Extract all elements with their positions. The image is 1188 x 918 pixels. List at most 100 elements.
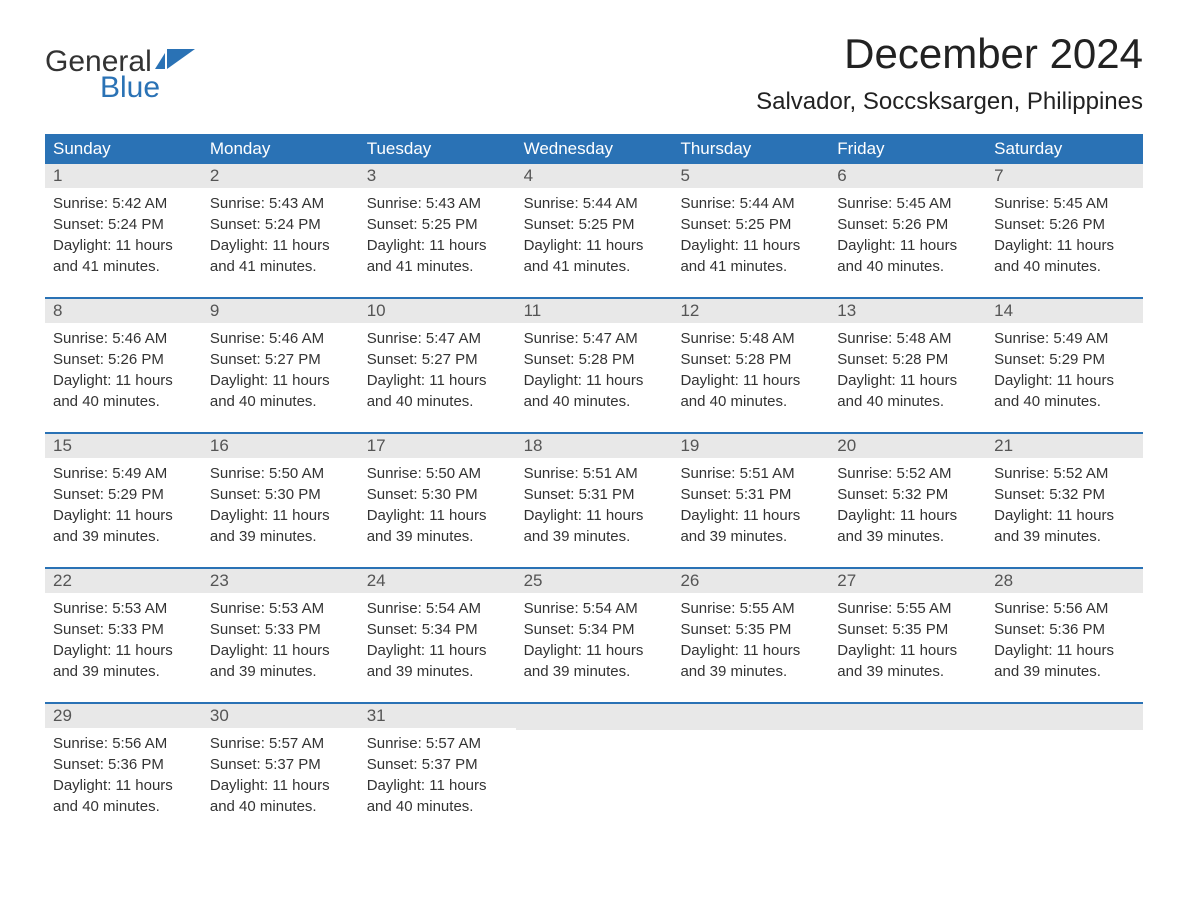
day-cell: 24Sunrise: 5:54 AMSunset: 5:34 PMDayligh… [359, 569, 516, 702]
sunrise-text: Sunrise: 5:55 AM [837, 598, 978, 619]
day-cell: 3Sunrise: 5:43 AMSunset: 5:25 PMDaylight… [359, 164, 516, 297]
day-content: Sunrise: 5:54 AMSunset: 5:34 PMDaylight:… [516, 593, 673, 682]
sunset-text: Sunset: 5:29 PM [53, 484, 194, 505]
day-number: 24 [359, 569, 516, 593]
sunset-text: Sunset: 5:33 PM [210, 619, 351, 640]
day-header-tuesday: Tuesday [359, 134, 516, 164]
sunrise-text: Sunrise: 5:45 AM [837, 193, 978, 214]
day-header-monday: Monday [202, 134, 359, 164]
day-cell: 7Sunrise: 5:45 AMSunset: 5:26 PMDaylight… [986, 164, 1143, 297]
daylight-text: Daylight: 11 hours and 40 minutes. [210, 370, 351, 412]
daylight-text: Daylight: 11 hours and 39 minutes. [994, 640, 1135, 682]
day-cell: 9Sunrise: 5:46 AMSunset: 5:27 PMDaylight… [202, 299, 359, 432]
sunrise-text: Sunrise: 5:46 AM [53, 328, 194, 349]
daylight-text: Daylight: 11 hours and 41 minutes. [367, 235, 508, 277]
day-number: 14 [986, 299, 1143, 323]
day-content: Sunrise: 5:48 AMSunset: 5:28 PMDaylight:… [829, 323, 986, 412]
day-content: Sunrise: 5:53 AMSunset: 5:33 PMDaylight:… [202, 593, 359, 682]
day-content: Sunrise: 5:46 AMSunset: 5:27 PMDaylight:… [202, 323, 359, 412]
day-cell: 10Sunrise: 5:47 AMSunset: 5:27 PMDayligh… [359, 299, 516, 432]
day-content: Sunrise: 5:57 AMSunset: 5:37 PMDaylight:… [202, 728, 359, 817]
daylight-text: Daylight: 11 hours and 39 minutes. [680, 640, 821, 682]
day-number: 3 [359, 164, 516, 188]
day-number: 30 [202, 704, 359, 728]
day-number: 5 [672, 164, 829, 188]
day-number: 16 [202, 434, 359, 458]
week-row: 22Sunrise: 5:53 AMSunset: 5:33 PMDayligh… [45, 567, 1143, 702]
day-number: 2 [202, 164, 359, 188]
location-subtitle: Salvador, Soccsksargen, Philippines [756, 88, 1143, 116]
day-number: 4 [516, 164, 673, 188]
day-cell: 19Sunrise: 5:51 AMSunset: 5:31 PMDayligh… [672, 434, 829, 567]
sunset-text: Sunset: 5:28 PM [524, 349, 665, 370]
daylight-text: Daylight: 11 hours and 39 minutes. [524, 640, 665, 682]
day-number: 27 [829, 569, 986, 593]
sunset-text: Sunset: 5:33 PM [53, 619, 194, 640]
day-cell: 15Sunrise: 5:49 AMSunset: 5:29 PMDayligh… [45, 434, 202, 567]
sunrise-text: Sunrise: 5:47 AM [367, 328, 508, 349]
day-content: Sunrise: 5:49 AMSunset: 5:29 PMDaylight:… [986, 323, 1143, 412]
sunrise-text: Sunrise: 5:49 AM [994, 328, 1135, 349]
day-cell: 22Sunrise: 5:53 AMSunset: 5:33 PMDayligh… [45, 569, 202, 702]
sunset-text: Sunset: 5:28 PM [680, 349, 821, 370]
day-content: Sunrise: 5:45 AMSunset: 5:26 PMDaylight:… [829, 188, 986, 277]
sunset-text: Sunset: 5:26 PM [53, 349, 194, 370]
daylight-text: Daylight: 11 hours and 41 minutes. [53, 235, 194, 277]
sunrise-text: Sunrise: 5:51 AM [680, 463, 821, 484]
day-number [829, 704, 986, 730]
daylight-text: Daylight: 11 hours and 41 minutes. [210, 235, 351, 277]
day-content: Sunrise: 5:52 AMSunset: 5:32 PMDaylight:… [986, 458, 1143, 547]
day-cell: 17Sunrise: 5:50 AMSunset: 5:30 PMDayligh… [359, 434, 516, 567]
sunrise-text: Sunrise: 5:48 AM [680, 328, 821, 349]
sunrise-text: Sunrise: 5:53 AM [210, 598, 351, 619]
day-cell: 6Sunrise: 5:45 AMSunset: 5:26 PMDaylight… [829, 164, 986, 297]
day-content: Sunrise: 5:56 AMSunset: 5:36 PMDaylight:… [986, 593, 1143, 682]
sunset-text: Sunset: 5:32 PM [837, 484, 978, 505]
sunset-text: Sunset: 5:30 PM [210, 484, 351, 505]
week-row: 29Sunrise: 5:56 AMSunset: 5:36 PMDayligh… [45, 702, 1143, 837]
daylight-text: Daylight: 11 hours and 39 minutes. [837, 640, 978, 682]
day-cell: 12Sunrise: 5:48 AMSunset: 5:28 PMDayligh… [672, 299, 829, 432]
day-cell [986, 704, 1143, 837]
day-content: Sunrise: 5:43 AMSunset: 5:25 PMDaylight:… [359, 188, 516, 277]
day-cell [672, 704, 829, 837]
sunset-text: Sunset: 5:34 PM [367, 619, 508, 640]
sunset-text: Sunset: 5:29 PM [994, 349, 1135, 370]
day-content: Sunrise: 5:45 AMSunset: 5:26 PMDaylight:… [986, 188, 1143, 277]
day-cell: 23Sunrise: 5:53 AMSunset: 5:33 PMDayligh… [202, 569, 359, 702]
day-number: 10 [359, 299, 516, 323]
sunrise-text: Sunrise: 5:52 AM [994, 463, 1135, 484]
daylight-text: Daylight: 11 hours and 39 minutes. [367, 505, 508, 547]
day-cell: 30Sunrise: 5:57 AMSunset: 5:37 PMDayligh… [202, 704, 359, 837]
day-header-wednesday: Wednesday [516, 134, 673, 164]
day-content: Sunrise: 5:53 AMSunset: 5:33 PMDaylight:… [45, 593, 202, 682]
daylight-text: Daylight: 11 hours and 40 minutes. [680, 370, 821, 412]
sunrise-text: Sunrise: 5:50 AM [367, 463, 508, 484]
daylight-text: Daylight: 11 hours and 39 minutes. [680, 505, 821, 547]
day-number: 18 [516, 434, 673, 458]
sunset-text: Sunset: 5:31 PM [524, 484, 665, 505]
day-number [986, 704, 1143, 730]
sunset-text: Sunset: 5:25 PM [524, 214, 665, 235]
day-content: Sunrise: 5:44 AMSunset: 5:25 PMDaylight:… [516, 188, 673, 277]
day-header-saturday: Saturday [986, 134, 1143, 164]
day-content: Sunrise: 5:43 AMSunset: 5:24 PMDaylight:… [202, 188, 359, 277]
day-header-row: SundayMondayTuesdayWednesdayThursdayFrid… [45, 134, 1143, 164]
sunset-text: Sunset: 5:26 PM [994, 214, 1135, 235]
day-content: Sunrise: 5:55 AMSunset: 5:35 PMDaylight:… [829, 593, 986, 682]
day-header-sunday: Sunday [45, 134, 202, 164]
daylight-text: Daylight: 11 hours and 40 minutes. [210, 775, 351, 817]
sunset-text: Sunset: 5:35 PM [680, 619, 821, 640]
sunset-text: Sunset: 5:26 PM [837, 214, 978, 235]
day-content: Sunrise: 5:42 AMSunset: 5:24 PMDaylight:… [45, 188, 202, 277]
day-number [672, 704, 829, 730]
sunset-text: Sunset: 5:37 PM [367, 754, 508, 775]
daylight-text: Daylight: 11 hours and 40 minutes. [524, 370, 665, 412]
daylight-text: Daylight: 11 hours and 40 minutes. [367, 775, 508, 817]
day-cell: 31Sunrise: 5:57 AMSunset: 5:37 PMDayligh… [359, 704, 516, 837]
day-cell [516, 704, 673, 837]
day-number: 31 [359, 704, 516, 728]
sunrise-text: Sunrise: 5:52 AM [837, 463, 978, 484]
day-cell: 29Sunrise: 5:56 AMSunset: 5:36 PMDayligh… [45, 704, 202, 837]
week-row: 1Sunrise: 5:42 AMSunset: 5:24 PMDaylight… [45, 164, 1143, 297]
